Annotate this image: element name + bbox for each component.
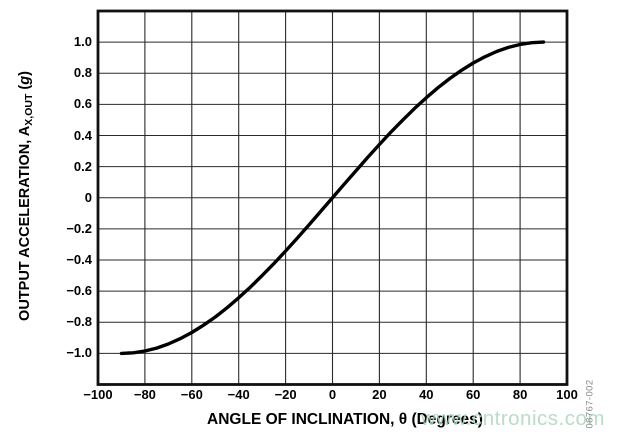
x-tick-label: −100 [83, 387, 113, 402]
y-tick-label: 0.6 [73, 96, 92, 112]
y-tick-label: −0.8 [66, 314, 92, 330]
data-curve [119, 40, 546, 356]
y-tick-label: −0.4 [66, 252, 92, 267]
x-tick-label: −20 [274, 387, 297, 402]
y-tick-label: −1.0 [66, 345, 92, 361]
x-tick-label: 80 [512, 387, 528, 402]
y-tick-label: −0.2 [66, 220, 92, 236]
watermark: www.cntronics.com [421, 407, 605, 430]
figure-number: 08767-002 [584, 379, 596, 429]
y-tick-label: 0.2 [73, 158, 92, 174]
x-tick-label: 40 [419, 387, 434, 402]
x-tick-label: −60 [180, 387, 203, 402]
y-tick-label: 0 [84, 189, 92, 205]
y-axis-title-unit: g [17, 75, 33, 85]
x-tick-label: 20 [372, 387, 387, 402]
y-axis-title-subscript: X,OUT [23, 93, 35, 126]
y-tick-label: 0.4 [73, 127, 92, 143]
x-tick-label: −80 [133, 387, 156, 402]
y-axis-title-unit-open: ( [17, 84, 33, 94]
x-axis-title: ANGLE OF INCLINATION, θ (Degrees) [207, 411, 483, 428]
x-tick-label: 0 [328, 387, 337, 402]
y-tick-label: 0.8 [73, 65, 92, 81]
y-axis-title-text: OUTPUT ACCELERATION, A [17, 125, 33, 321]
x-tick-label: 100 [556, 387, 578, 402]
y-tick-label: −0.6 [66, 283, 92, 299]
x-tick-label: −40 [227, 387, 250, 402]
y-tick-label: 1.0 [73, 34, 92, 50]
y-axis-title: OUTPUT ACCELERATION, AX,OUT (g) [17, 71, 35, 321]
x-tick-label: 60 [465, 387, 481, 402]
plot-border [96, 9, 569, 386]
y-axis-title-unit-close: ) [17, 71, 33, 76]
